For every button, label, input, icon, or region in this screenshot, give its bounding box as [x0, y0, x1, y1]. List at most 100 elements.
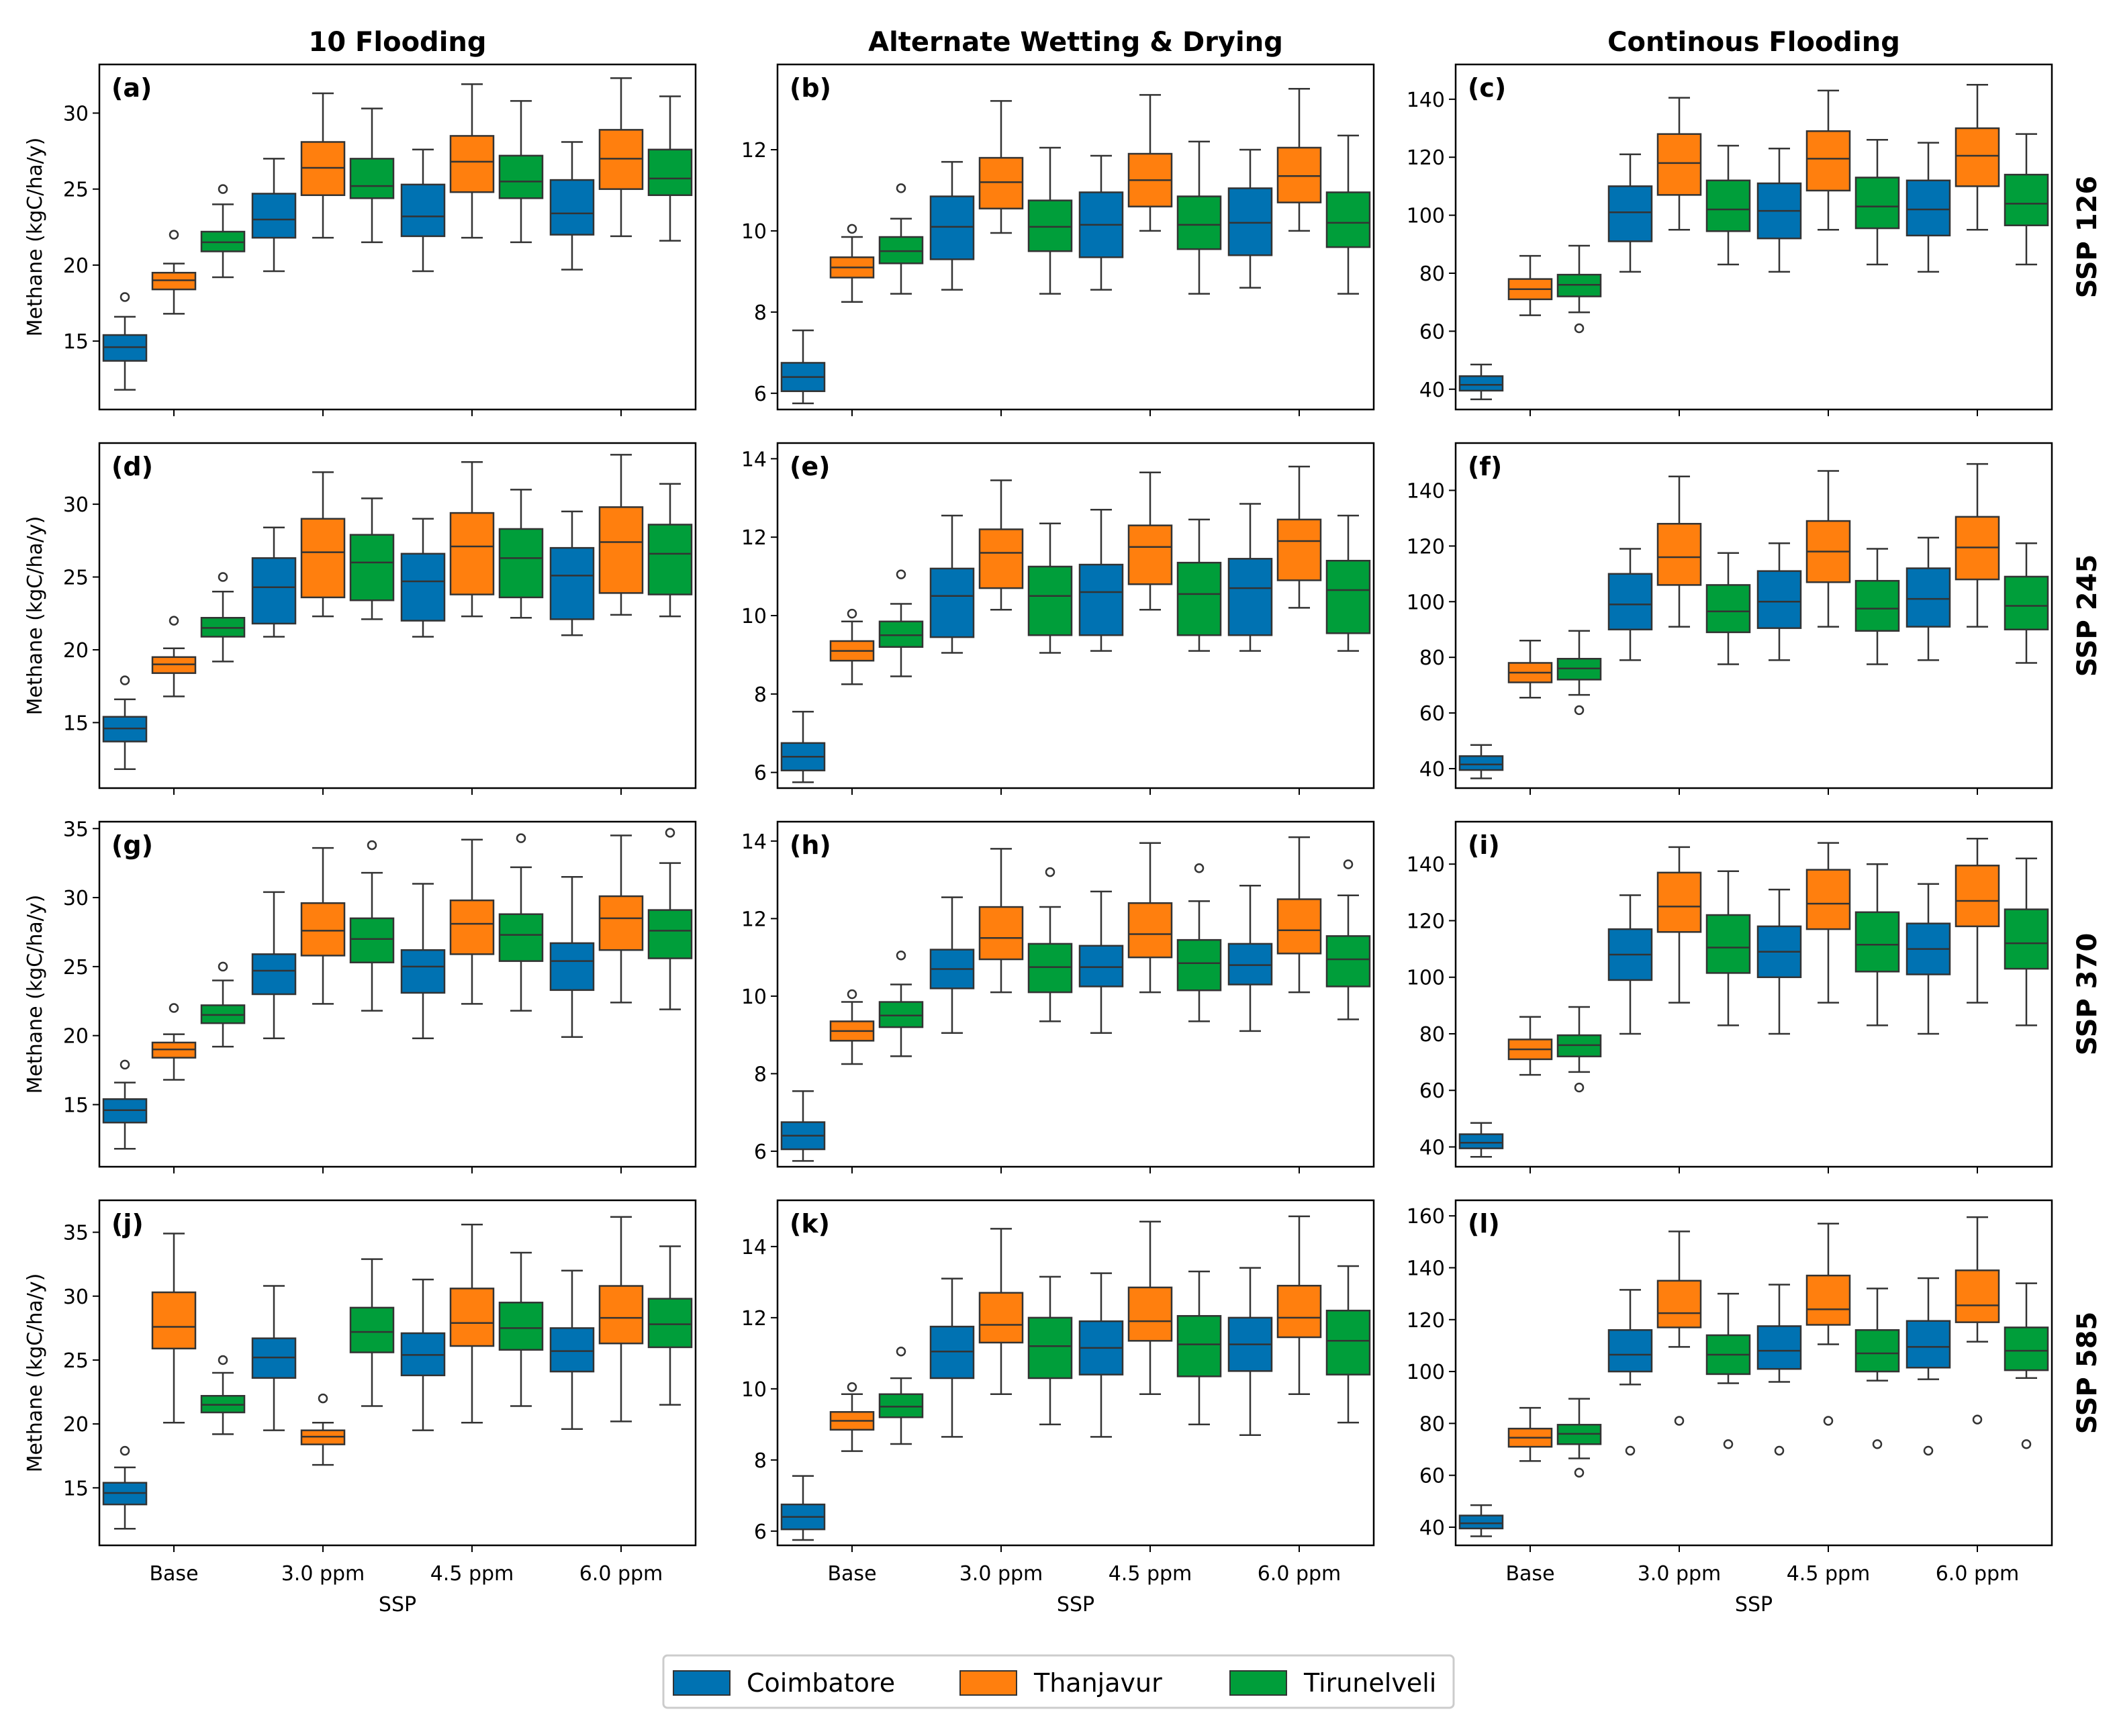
x-axis-label: SSP [1735, 1593, 1773, 1617]
box-tirunelveli-4-5-ppm [1176, 863, 1222, 1022]
box-iqr [1854, 177, 1900, 230]
box-thanjavur-3-0-ppm [1656, 475, 1702, 628]
box-coimbatore-6-0-ppm [1227, 503, 1273, 652]
box-thanjavur-base [151, 1003, 197, 1081]
series-thanjavur [1507, 463, 2000, 699]
box-iqr [1705, 584, 1751, 634]
box-iqr [929, 567, 975, 638]
box-iqr [349, 534, 395, 601]
box-iqr [300, 518, 346, 599]
box-thanjavur-4-5-ppm [1805, 1222, 1851, 1426]
y-tick-label: 140 [1407, 89, 1445, 112]
box-iqr [449, 135, 495, 193]
box-tirunelveli-3-0-ppm [1027, 867, 1073, 1022]
box-tirunelveli-base [200, 184, 246, 279]
box-thanjavur-4-5-ppm [449, 838, 495, 1005]
x-tick-label-6-0-ppm: 6.0 ppm [579, 1562, 663, 1586]
outlier-point [1574, 323, 1585, 334]
panel-a: 15 20 25 30 (a) Methane (kgC/ha/y) [23, 63, 697, 416]
panels-layer: 15 20 25 30 (a) Methane (kgC/ha/y) 6 8 10 12 (b) 40… [23, 63, 2103, 1617]
box-tirunelveli-6-0-ppm [1325, 514, 1371, 652]
box-coimbatore-4-5-ppm [400, 518, 446, 638]
box-iqr [349, 1306, 395, 1353]
x-tick-label-3-0-ppm: 3.0 ppm [281, 1562, 365, 1586]
y-tick-label: 160 [1407, 1205, 1445, 1228]
box-iqr [1127, 524, 1173, 585]
y-tick-label: 35 [63, 1222, 89, 1245]
box-thanjavur-base [829, 224, 875, 303]
box-coimbatore-3-0-ppm [1607, 1289, 1653, 1456]
outlier-point [847, 989, 857, 1000]
series-coimbatore [780, 1267, 1273, 1541]
box-coimbatore-6-0-ppm [549, 141, 595, 271]
box-iqr [1276, 1284, 1322, 1339]
y-tick-label: 25 [63, 956, 89, 979]
series-thanjavur [829, 465, 1322, 685]
box-thanjavur-3-0-ppm [300, 1393, 346, 1466]
outlier-point [367, 840, 377, 851]
outlier-point [120, 1445, 130, 1456]
box-iqr [1176, 561, 1222, 636]
legend-label-thanjavur: Thanjavur [1033, 1668, 1162, 1698]
box-coimbatore-6-0-ppm [1906, 1277, 1951, 1456]
box-thanjavur-6-0-ppm [598, 1216, 644, 1422]
box-tirunelveli-3-0-ppm [1705, 552, 1751, 665]
box-iqr [1325, 935, 1371, 987]
box-tirunelveli-base [878, 1346, 924, 1445]
box-iqr [549, 179, 595, 236]
y-tick-label: 10 [741, 605, 767, 628]
box-iqr [878, 620, 924, 648]
box-coimbatore-6-0-ppm [1227, 1267, 1273, 1436]
series-tirunelveli [200, 95, 693, 279]
outlier-point [1923, 1445, 1934, 1456]
outlier-point [218, 572, 228, 582]
column-title-awd: Alternate Wetting & Drying [868, 27, 1283, 58]
y-tick-label: 6 [754, 1521, 767, 1544]
y-axis-label: Methane (kgC/ha/y) [23, 895, 47, 1094]
box-coimbatore-4-5-ppm [1078, 509, 1124, 652]
box-tirunelveli-3-0-ppm [349, 107, 395, 244]
axes-frame [776, 820, 1375, 1168]
y-tick-label: 40 [1419, 379, 1445, 402]
axes-frame [776, 63, 1375, 411]
box-coimbatore-6-0-ppm [1906, 883, 1951, 1035]
box-iqr [878, 1001, 924, 1028]
box-coimbatore-4-5-ppm [400, 1278, 446, 1431]
box-iqr [1227, 943, 1273, 985]
outlier-point [896, 1346, 906, 1357]
box-thanjavur-6-0-ppm [1276, 88, 1322, 232]
box-tirunelveli-6-0-ppm [647, 1245, 693, 1406]
box-iqr [549, 546, 595, 620]
y-tick-label: 30 [63, 887, 89, 910]
box-coimbatore-6-0-ppm [1906, 536, 1951, 661]
box-iqr [1227, 187, 1273, 256]
y-tick-label: 20 [63, 1025, 89, 1049]
x-tick-label-3-0-ppm: 3.0 ppm [959, 1562, 1043, 1586]
box-coimbatore-4-5-ppm [1756, 888, 1802, 1035]
panel-label-f: (f) [1468, 452, 1502, 481]
y-tick-label: 140 [1407, 479, 1445, 503]
y-axis-label: Methane (kgC/ha/y) [23, 516, 47, 716]
box-coimbatore-3-0-ppm [929, 160, 975, 291]
box-coimbatore-6-0-ppm [549, 1269, 595, 1431]
series-thanjavur [151, 454, 644, 697]
box-iqr [251, 193, 297, 239]
box-coimbatore-4-5-ppm [1756, 542, 1802, 661]
y-tick-label: 8 [754, 1063, 767, 1086]
box-iqr [1458, 755, 1504, 771]
box-coimbatore-base [102, 675, 148, 771]
box-iqr [349, 158, 395, 199]
outlier-point [847, 608, 857, 619]
series-tirunelveli [1556, 1282, 2049, 1478]
box-tirunelveli-base [878, 569, 924, 677]
box-iqr [1458, 1133, 1504, 1149]
box-iqr [400, 183, 446, 238]
panel-e: 6 8 10 12 14 (e) [741, 442, 1375, 795]
outlier-point [847, 224, 857, 234]
box-iqr [1955, 127, 2000, 187]
box-thanjavur-6-0-ppm [598, 454, 644, 616]
y-tick-label: 12 [741, 139, 767, 162]
series-thanjavur [829, 1215, 1322, 1452]
y-tick-label: 100 [1407, 1361, 1445, 1384]
panel-label-b: (b) [790, 73, 831, 103]
